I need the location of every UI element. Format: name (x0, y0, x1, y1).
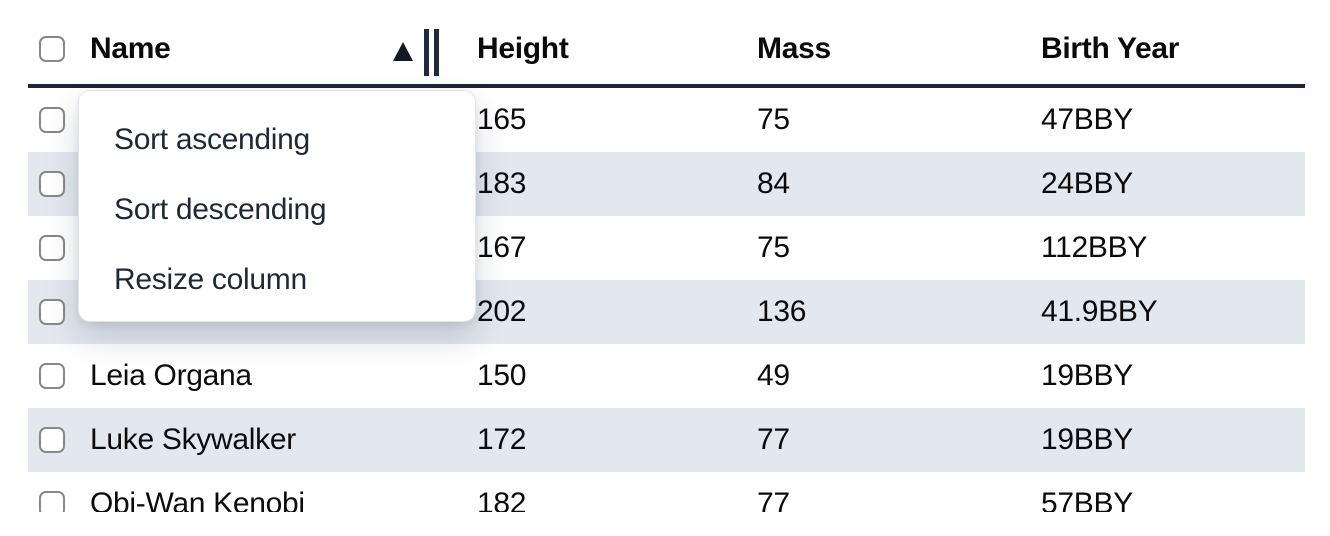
menu-item-sort-ascending[interactable]: Sort ascending (114, 123, 310, 156)
cell-mass: 77 (757, 423, 790, 456)
row-checkbox[interactable] (39, 491, 65, 512)
cell-birth-year: 47BBY (1041, 103, 1133, 136)
row-checkbox[interactable] (39, 363, 65, 389)
cell-height: 167 (477, 231, 527, 264)
cell-birth-year: 57BBY (1041, 487, 1133, 512)
cell-name: Leia Organa (90, 359, 252, 392)
cell-name: Luke Skywalker (90, 423, 296, 456)
cell-height: 202 (477, 295, 527, 328)
cell-mass: 136 (757, 295, 807, 328)
row-checkbox[interactable] (39, 299, 65, 325)
row-checkbox[interactable] (39, 107, 65, 133)
cell-mass: 77 (757, 487, 790, 512)
cell-height: 172 (477, 423, 527, 456)
header-checkbox-cell (28, 36, 90, 62)
cell-birth-year: 112BBY (1041, 231, 1148, 264)
table-viewport: Name Height Mass Birth Year 165 75 47BBY… (28, 0, 1305, 512)
cell-birth-year: 24BBY (1041, 167, 1133, 200)
column-header-birth-year[interactable]: Birth Year (1041, 32, 1180, 65)
cell-height: 183 (477, 167, 527, 200)
cell-birth-year: 19BBY (1041, 359, 1133, 392)
row-checkbox[interactable] (39, 427, 65, 453)
cell-height: 182 (477, 487, 527, 512)
column-header-name[interactable]: Name (90, 32, 171, 65)
menu-item-resize-column[interactable]: Resize column (114, 263, 307, 296)
column-header-height[interactable]: Height (477, 32, 569, 65)
menu-item-sort-descending[interactable]: Sort descending (114, 193, 327, 226)
cell-name: Obi-Wan Kenobi (90, 487, 305, 512)
cell-birth-year: 41.9BBY (1041, 295, 1158, 328)
column-context-menu: Sort ascending Sort descending Resize co… (78, 90, 476, 322)
row-checkbox[interactable] (39, 235, 65, 261)
cell-mass: 75 (757, 231, 790, 264)
table-row: Luke Skywalker 172 77 19BBY (28, 408, 1305, 472)
select-all-checkbox[interactable] (39, 36, 65, 62)
cell-birth-year: 19BBY (1041, 423, 1133, 456)
cell-height: 150 (477, 359, 527, 392)
column-resize-handle-icon[interactable] (424, 29, 439, 76)
table-row: Obi-Wan Kenobi 182 77 57BBY (28, 472, 1305, 512)
cell-mass: 49 (757, 359, 790, 392)
cell-height: 165 (477, 103, 527, 136)
table-row: Leia Organa 150 49 19BBY (28, 344, 1305, 408)
cell-mass: 84 (757, 167, 790, 200)
row-checkbox[interactable] (39, 171, 65, 197)
column-header-mass[interactable]: Mass (757, 32, 831, 65)
cell-mass: 75 (757, 103, 790, 136)
sort-ascending-icon (393, 42, 413, 61)
table-header-row: Name Height Mass Birth Year (28, 0, 1305, 88)
